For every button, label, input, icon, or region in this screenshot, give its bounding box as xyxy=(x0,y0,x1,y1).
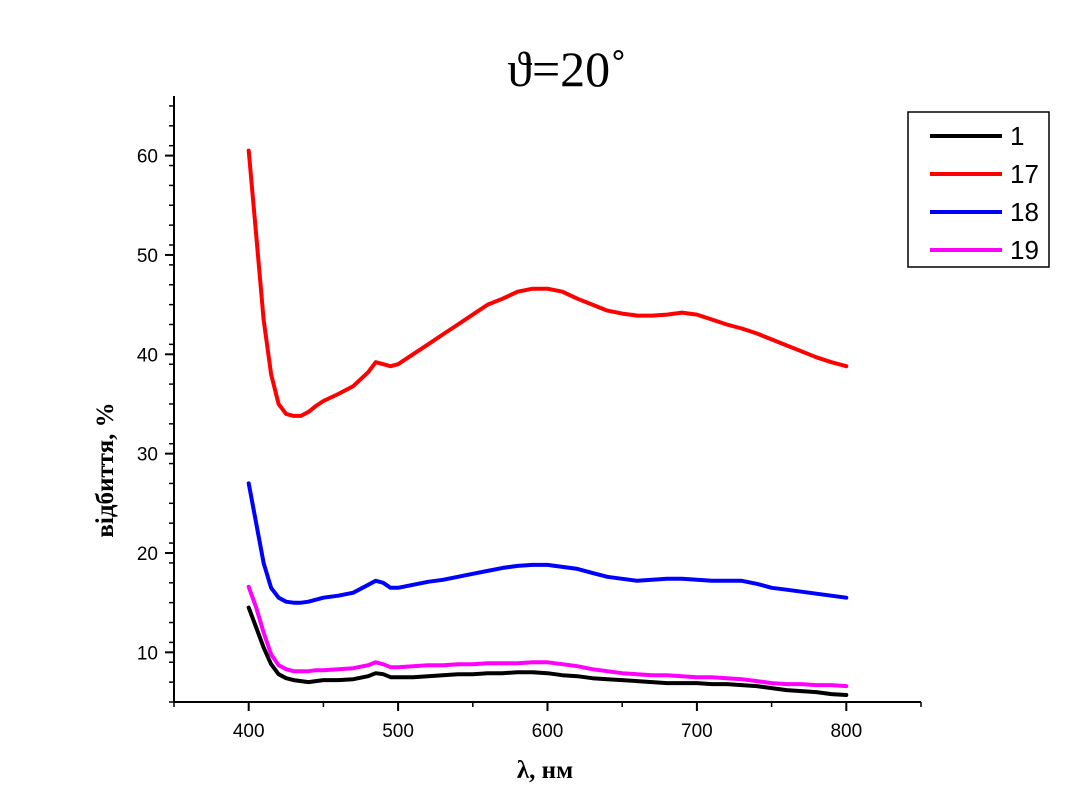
series-line-17 xyxy=(246,148,849,418)
x-axis-title: λ, нм xyxy=(517,757,573,784)
legend-label-19: 19 xyxy=(1010,235,1039,265)
chart-title: ϑ=20˚ xyxy=(507,41,627,97)
legend-label-17: 17 xyxy=(1010,159,1039,189)
x-ticks: 400 500 600 700 800 xyxy=(173,702,922,742)
y-tick-label: 40 xyxy=(137,345,158,366)
legend-items: 1 17 18 19 xyxy=(930,121,1039,265)
y-axis-title: відбиття, % xyxy=(92,402,119,537)
axes xyxy=(173,96,921,703)
legend: 1 17 18 19 xyxy=(907,111,1050,268)
x-tick-label: 400 xyxy=(233,721,265,742)
series-line-19 xyxy=(246,584,849,689)
legend-label-18: 18 xyxy=(1010,197,1039,227)
y-ticks: 10 20 30 40 50 60 xyxy=(137,105,174,703)
plot-area xyxy=(246,148,849,697)
series-line-18 xyxy=(246,481,849,605)
y-tick-label: 30 xyxy=(137,445,158,466)
x-tick-label: 800 xyxy=(830,721,862,742)
y-tick-label: 60 xyxy=(137,147,158,168)
y-tick-label: 10 xyxy=(137,643,158,664)
legend-label-1: 1 xyxy=(1010,121,1024,151)
y-tick-label: 50 xyxy=(137,246,158,267)
x-tick-label: 700 xyxy=(681,721,713,742)
x-tick-label: 600 xyxy=(532,721,564,742)
y-tick-label: 20 xyxy=(137,544,158,565)
x-tick-label: 500 xyxy=(382,721,414,742)
series-line-1 xyxy=(246,605,849,697)
